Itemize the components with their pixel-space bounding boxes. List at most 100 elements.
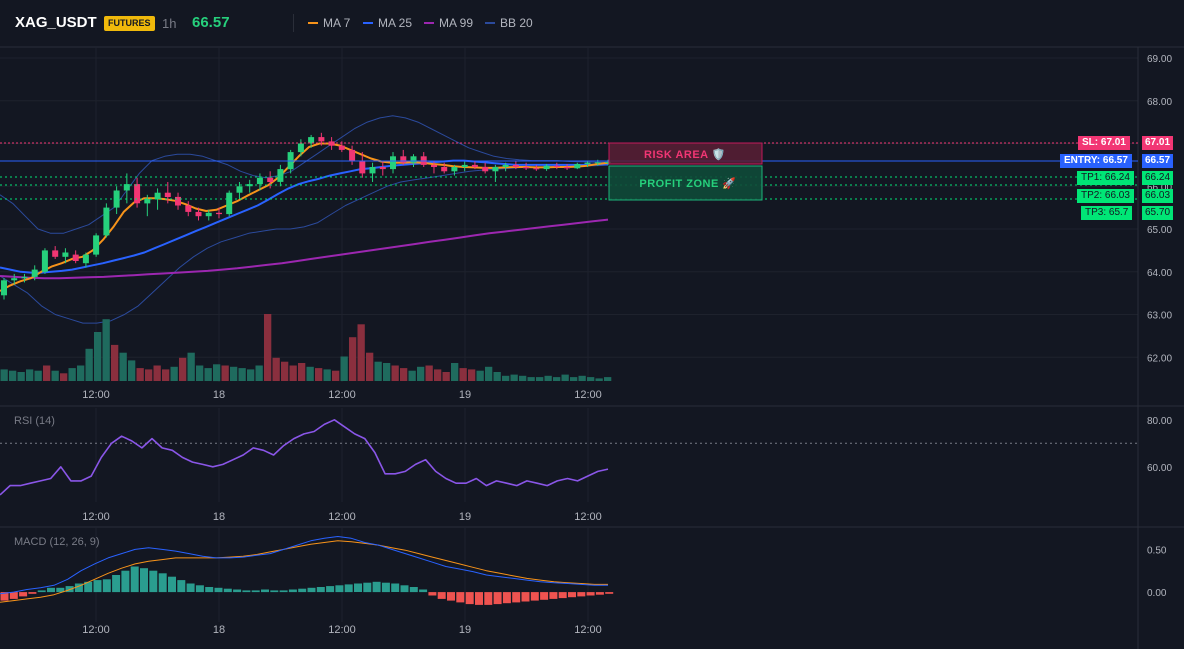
bollinger-bands (0, 115, 609, 324)
candle-body (553, 165, 560, 167)
candle-body (62, 252, 69, 257)
macd-histogram-bar (102, 579, 111, 593)
price-tick-label: 63.00 (1147, 311, 1172, 322)
volume-bar (196, 365, 204, 381)
rsi-title[interactable]: RSI (14) (14, 415, 55, 427)
time-tick-label: 12:00 (82, 511, 110, 523)
macd-histogram-bar (428, 592, 437, 596)
candle-body (390, 156, 396, 170)
volume-bar (34, 370, 42, 381)
macd-histogram-bar (577, 592, 586, 597)
macd-histogram-bar (205, 587, 214, 593)
legend-ma99[interactable]: MA 99 (424, 16, 473, 30)
macd-histogram-bar (186, 583, 195, 592)
candle-body (431, 164, 437, 167)
volume-bar (451, 363, 459, 381)
volume-bar (145, 369, 153, 381)
trade-zones: RISK AREA 🛡️ PROFIT ZONE 🚀 (608, 142, 763, 201)
candle-body (492, 167, 499, 172)
sl-label-text: SL: 67.01 (1082, 137, 1126, 148)
volume-bar (43, 365, 51, 381)
risk-area-label: RISK AREA 🛡️ (644, 148, 726, 161)
volume-bar (0, 369, 8, 381)
macd-histogram-bar (344, 584, 353, 593)
volume-bar (587, 377, 595, 381)
bb20-swatch-icon (485, 21, 495, 24)
rsi-line (0, 418, 609, 496)
macd-histogram-bar (326, 586, 335, 593)
volume-bar (408, 370, 416, 381)
candle-body (52, 250, 59, 257)
volume-bar (77, 365, 85, 381)
candle-body (369, 167, 376, 174)
ma99-swatch-icon (424, 21, 434, 24)
candle-body (461, 164, 468, 167)
candle-body (359, 160, 366, 174)
volume-bar (111, 344, 119, 381)
macd-histogram-bar (93, 580, 102, 593)
macd-histogram-bar (84, 581, 93, 593)
time-tick-label: 12:00 (328, 511, 356, 523)
legend-ma25-label: MA 25 (378, 16, 413, 30)
macd-histogram-bar (595, 592, 604, 595)
macd-tick-label: 0.50 (1147, 545, 1167, 556)
volume-bar (179, 357, 187, 381)
volume-bar (553, 377, 561, 381)
macd-histogram-bar (223, 588, 232, 593)
macd-histogram-bar (19, 592, 28, 597)
macd-histogram-bar (475, 592, 483, 605)
macd-histogram-bar (158, 573, 167, 593)
macd-title[interactable]: MACD (12, 26, 9) (14, 536, 100, 548)
time-tick-label: 18 (213, 389, 225, 401)
candlesticks[interactable] (1, 132, 611, 300)
macd-histogram-bar (372, 581, 381, 593)
volume-bar (153, 365, 161, 381)
time-tick-label: 12:00 (574, 511, 602, 523)
legend-ma25[interactable]: MA 25 (363, 16, 412, 30)
timeframe[interactable]: 1h (162, 16, 177, 31)
time-tick-label: 12:00 (328, 389, 356, 401)
macd-histogram-bar (605, 592, 614, 594)
macd-histogram-bar (149, 570, 158, 593)
macd-histogram-bar (558, 592, 567, 599)
grid-lines (0, 48, 1138, 622)
candle-body (605, 161, 611, 163)
macd-histogram-bar (261, 589, 269, 593)
macd-line (0, 536, 608, 595)
macd-histogram-bar (465, 592, 474, 605)
volume-bar (298, 363, 306, 381)
rsi-tick-label: 60.00 (1147, 463, 1172, 474)
legend-ma7[interactable]: MA 7 (308, 16, 350, 30)
bb-upper-line (0, 115, 608, 234)
macd-histogram-bar (447, 592, 455, 601)
volume-bar (187, 352, 195, 381)
bb-lower-line (0, 164, 609, 324)
volume-bar (459, 368, 467, 381)
macd-histogram-bar (177, 580, 186, 593)
candle-body (471, 164, 478, 167)
candle-body (594, 162, 601, 164)
volume-bar (502, 375, 510, 381)
volume-bar (332, 370, 340, 381)
macd-tick-label: 0.00 (1147, 588, 1167, 599)
candle-body (216, 212, 222, 215)
candle-body (175, 196, 181, 206)
macd-histogram-bar (335, 585, 344, 593)
volume-bar (128, 360, 136, 381)
candle-body (400, 156, 407, 163)
volume-bar (519, 375, 527, 381)
candle-body (11, 278, 18, 281)
volume-bar (213, 364, 221, 382)
entry-label-text: ENTRY: 66.57 (1064, 155, 1128, 166)
tp2-price-tag: 66.03 (1142, 189, 1174, 203)
macd-histogram-bar (568, 592, 576, 598)
candle-body (318, 137, 325, 142)
legend-bb20[interactable]: BB 20 (485, 16, 533, 30)
macd-histogram-bar (279, 590, 288, 593)
candle-body (21, 276, 28, 279)
last-price: 66.57 (192, 14, 230, 31)
candle-body (256, 177, 263, 185)
symbol-name[interactable]: XAG_USDT (15, 14, 97, 31)
time-tick-label: 12:00 (82, 624, 110, 636)
